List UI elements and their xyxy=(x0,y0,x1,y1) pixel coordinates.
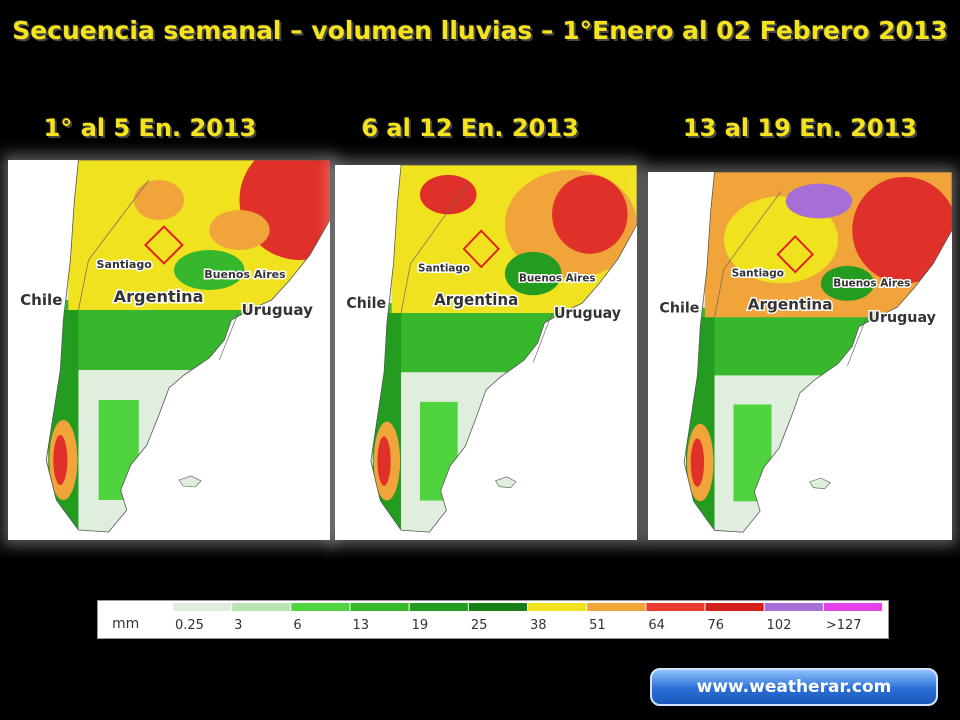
rain-area xyxy=(377,436,391,486)
legend: mm 0.25 3 6 13 19 25 38 51 64 76 102 >127 xyxy=(97,600,889,639)
rain-area xyxy=(733,404,772,502)
legend-label: 64 xyxy=(648,618,665,633)
legend-swatch xyxy=(764,603,823,611)
rain-area xyxy=(690,438,705,487)
legend-label: 102 xyxy=(767,618,792,633)
legend-swatch xyxy=(409,603,468,611)
border xyxy=(714,191,867,366)
legend-swatch xyxy=(291,603,350,611)
place-label: Santiago xyxy=(732,268,784,280)
legend-label: 3 xyxy=(234,618,242,633)
legend-label: >127 xyxy=(826,618,862,633)
place-label: Santiago xyxy=(418,261,470,274)
legend-swatch xyxy=(587,603,646,611)
rain-area xyxy=(852,176,952,284)
place-label: Buenos Aires xyxy=(519,271,596,284)
rain-area xyxy=(419,174,477,215)
link-button[interactable]: www.weatherar.com xyxy=(650,668,938,706)
legend-swatch xyxy=(705,603,764,611)
place-label: Uruguay xyxy=(868,310,936,326)
area-marker xyxy=(776,235,815,274)
rain-area xyxy=(785,183,853,219)
place-label: Buenos Aires xyxy=(204,268,286,281)
border xyxy=(683,172,952,533)
area-marker xyxy=(462,229,500,269)
place-label: Uruguay xyxy=(554,306,622,322)
legend-unit: mm xyxy=(112,616,139,632)
place-label: Argentina xyxy=(434,291,518,309)
place-label: Chile xyxy=(20,291,62,309)
place-label: Chile xyxy=(346,296,386,312)
legend-swatch xyxy=(350,603,409,611)
legend-svg: mm 0.25 3 6 13 19 25 38 51 64 76 102 >127 xyxy=(112,603,882,633)
island xyxy=(809,477,831,489)
slide-title: Secuencia semanal – volumen lluvias – 1°… xyxy=(12,16,948,45)
rain-area xyxy=(53,435,68,485)
rain-area xyxy=(133,180,185,220)
rain-layer xyxy=(46,160,330,532)
border xyxy=(400,184,553,363)
rain-area xyxy=(724,196,838,284)
rain-layer xyxy=(370,165,637,533)
legend-label: 76 xyxy=(708,618,725,633)
panel-title: 1° al 5 En. 2013 xyxy=(43,114,257,142)
place-label: Chile xyxy=(659,300,699,316)
border xyxy=(370,165,637,533)
island xyxy=(178,475,202,488)
rain-map: Chile Santiago Argentina Buenos Aires Urugua… xyxy=(8,160,330,540)
rain-area xyxy=(209,210,270,250)
panel-title: 6 al 12 En. 2013 xyxy=(361,114,579,142)
rain-area xyxy=(504,251,562,296)
legend-swatch xyxy=(646,603,705,611)
island xyxy=(494,476,517,489)
legend-label: 19 xyxy=(412,618,429,633)
legend-swatch xyxy=(823,603,882,611)
legend-swatch xyxy=(232,603,291,611)
legend-swatch xyxy=(528,603,587,611)
rain-layer xyxy=(684,172,952,533)
legend-swatch xyxy=(173,603,232,611)
border xyxy=(78,179,240,361)
panel-title: 13 al 19 En. 2013 xyxy=(682,114,918,142)
legend-label: 38 xyxy=(530,618,547,633)
place-label: Buenos Aires xyxy=(833,277,910,289)
rain-map: Chile Santiago Argentina Buenos Aires Urugua… xyxy=(335,165,637,540)
legend-label: 13 xyxy=(353,618,370,633)
rain-area xyxy=(98,400,139,500)
rain-area xyxy=(820,265,875,301)
legend-label: 6 xyxy=(293,618,301,633)
legend-swatch xyxy=(468,603,527,611)
legend-label: 0.25 xyxy=(175,618,204,633)
place-label: Santiago xyxy=(97,258,153,271)
legend-label: 25 xyxy=(471,618,488,633)
border xyxy=(45,160,330,533)
place-label: Uruguay xyxy=(241,301,313,319)
legend-label: 51 xyxy=(589,618,606,633)
place-label: Argentina xyxy=(748,295,833,313)
rain-map: Chile Santiago Argentina Buenos Aires Urugua… xyxy=(648,172,952,540)
rain-area xyxy=(419,401,458,501)
area-marker xyxy=(144,225,184,265)
place-label: Argentina xyxy=(114,287,204,306)
rain-area xyxy=(174,250,245,290)
rain-area xyxy=(552,174,628,254)
